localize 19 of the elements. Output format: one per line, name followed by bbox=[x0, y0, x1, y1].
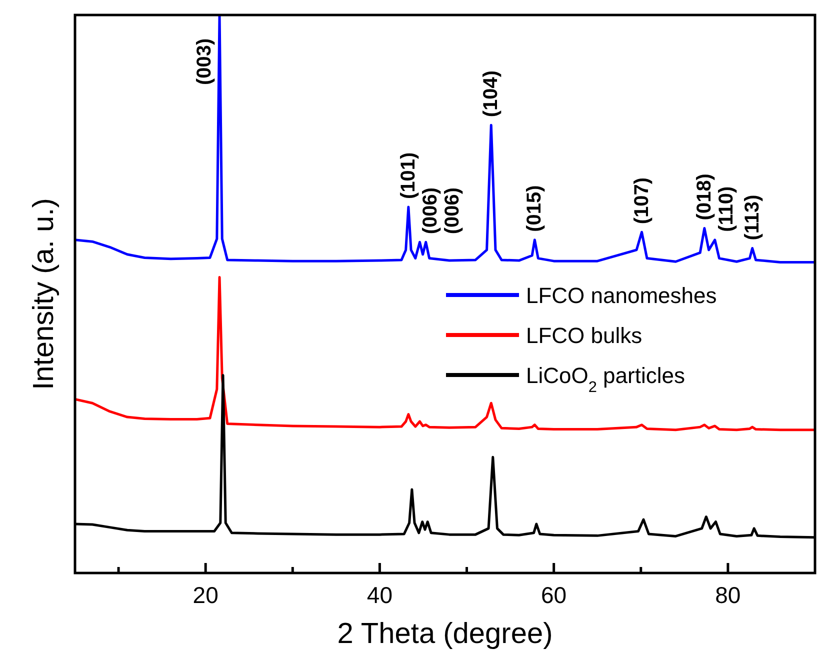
x-axis-title: 2 Theta (degree) bbox=[337, 618, 553, 650]
legend-label: LFCO bulks bbox=[526, 323, 642, 348]
legend-label: LiCoO$_{2}$ particles bbox=[526, 363, 685, 396]
annotation: (110) bbox=[715, 186, 738, 232]
annotation: (113) bbox=[741, 194, 764, 240]
annotation: (104) bbox=[480, 70, 502, 118]
y-axis-title: Intensity (a. u.) bbox=[28, 198, 60, 390]
x-tick-label: 40 bbox=[366, 582, 393, 608]
x-tick-label: 80 bbox=[715, 582, 741, 608]
annotation: (006) bbox=[419, 187, 442, 234]
x-tick-label: 20 bbox=[192, 582, 218, 608]
annotation: (018) bbox=[693, 174, 716, 220]
x-tick-label: 60 bbox=[541, 582, 567, 608]
annotation: (003) bbox=[194, 38, 216, 85]
annotation: (107) bbox=[630, 177, 653, 224]
annotation: (101) bbox=[397, 152, 420, 200]
annotation: (006) bbox=[441, 187, 464, 234]
annotation: (015) bbox=[524, 185, 546, 232]
legend-label: LFCO nanomeshes bbox=[526, 283, 717, 308]
